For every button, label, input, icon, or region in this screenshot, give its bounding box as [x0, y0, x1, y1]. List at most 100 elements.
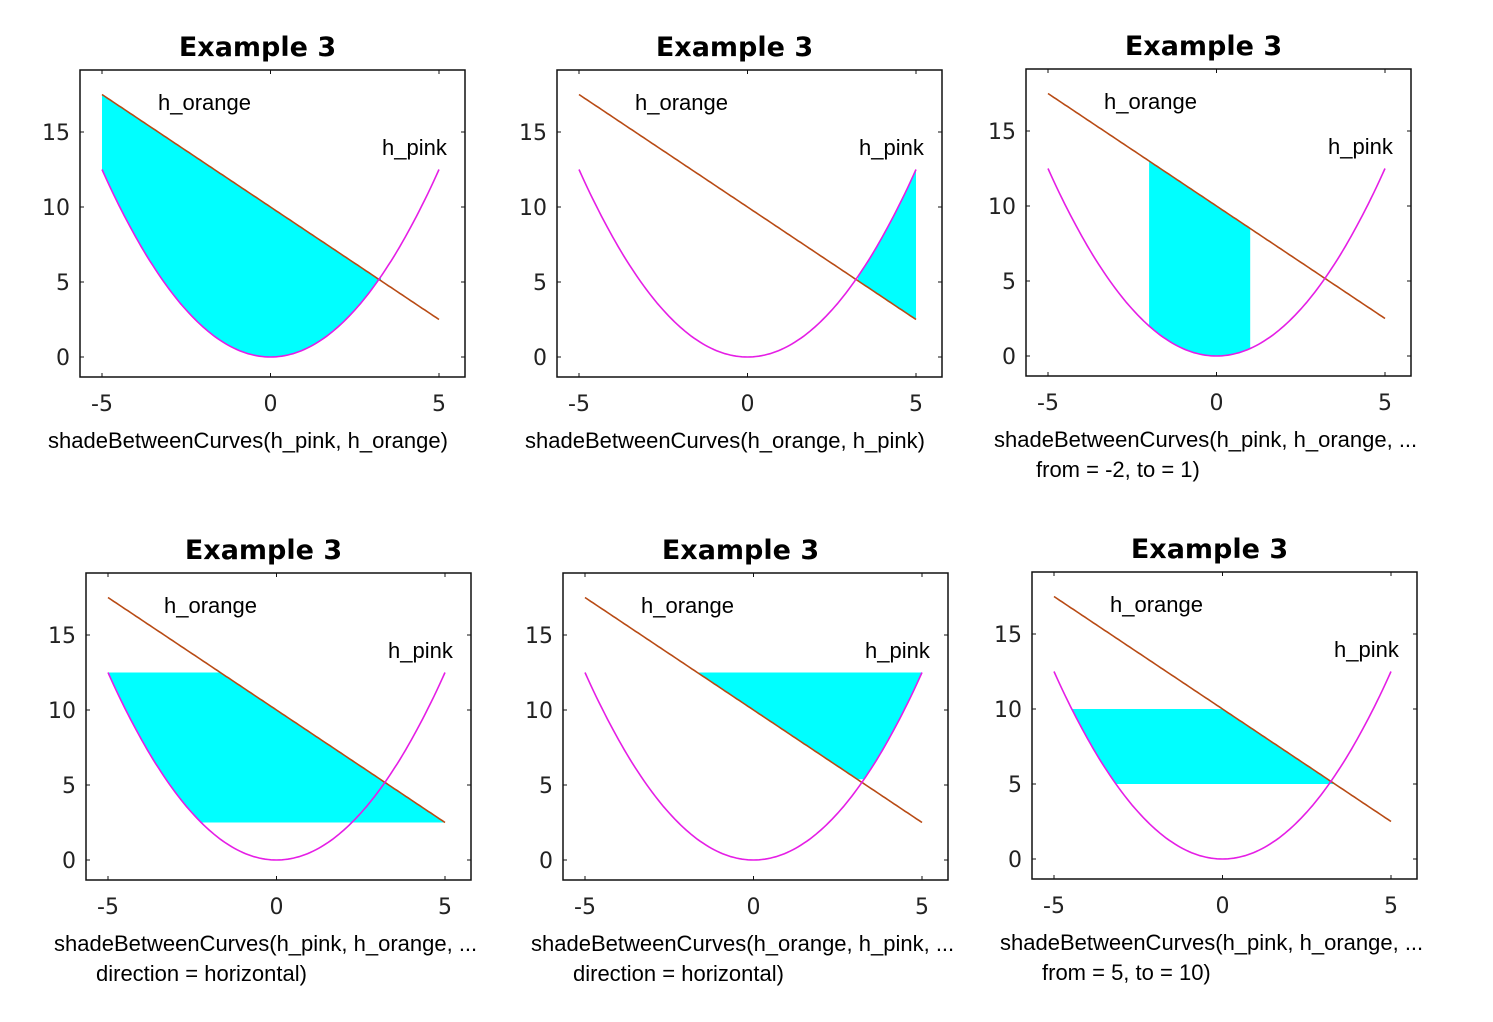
y-tick-label: 15 — [525, 624, 553, 649]
chart-title: Example 3 — [656, 32, 813, 63]
chart-panel-3: h_orange h_pink 0 5 10 15 -5 0 5 Example 3 shadeBe… — [988, 31, 1417, 482]
x-tick-label: 5 — [1384, 894, 1398, 919]
x-tick-label: 5 — [915, 895, 929, 920]
chart-title: Example 3 — [1125, 31, 1282, 62]
curve-label-h-orange: h_orange — [164, 593, 257, 618]
curve-h-orange — [1053, 595, 1392, 823]
chart-caption-line-1: shadeBetweenCurves(h_pink, h_orange, ... — [54, 931, 477, 956]
chart-caption-line-2: direction = horizontal) — [96, 961, 307, 986]
chart-panel-1: h_orange h_pink 0 5 10 15 -5 0 5 Example 3 shadeBe… — [42, 32, 466, 453]
y-tick-label: 10 — [48, 699, 76, 724]
y-tick-label: 10 — [988, 195, 1016, 220]
shaded-region — [102, 94, 381, 357]
plot-frame — [1025, 68, 1412, 377]
x-tick-label: -5 — [91, 392, 113, 417]
chart-caption-line-1: shadeBetweenCurves(h_pink, h_orange, ... — [994, 427, 1417, 452]
y-tick-label: 0 — [1008, 848, 1022, 873]
x-tick-label: -5 — [97, 895, 119, 920]
curve-h-pink — [578, 169, 917, 358]
y-tick-label: 15 — [48, 624, 76, 649]
curve-label-h-pink: h_pink — [1328, 134, 1394, 159]
y-tick-label: 5 — [539, 774, 553, 799]
x-tick-label: 0 — [264, 392, 278, 417]
curve-h-orange — [101, 93, 440, 321]
curve-h-pink — [584, 672, 923, 861]
y-tick-label: 10 — [519, 196, 547, 221]
x-tick-label: 0 — [741, 392, 755, 417]
curve-label-h-pink: h_pink — [865, 638, 931, 663]
chart-caption-line-1: shadeBetweenCurves(h_pink, h_orange) — [48, 428, 448, 453]
y-tick-label: 0 — [539, 849, 553, 874]
y-tick-label: 5 — [56, 271, 70, 296]
curve-label-h-orange: h_orange — [641, 593, 734, 618]
curve-h-orange — [584, 596, 923, 824]
chart-caption-line-1: shadeBetweenCurves(h_orange, h_pink) — [525, 428, 925, 453]
chart-title: Example 3 — [662, 535, 819, 566]
x-tick-label: 5 — [909, 392, 923, 417]
curve-label-h-orange: h_orange — [1104, 89, 1197, 114]
plot-frame — [562, 572, 949, 881]
chart-caption-line-1: shadeBetweenCurves(h_orange, h_pink, ... — [531, 931, 954, 956]
shaded-region — [697, 672, 922, 780]
y-tick-label: 10 — [42, 196, 70, 221]
shaded-region — [1149, 161, 1251, 356]
y-tick-label: 10 — [525, 699, 553, 724]
plot-frame — [79, 69, 466, 378]
y-tick-label: 0 — [56, 346, 70, 371]
x-tick-label: -5 — [568, 392, 590, 417]
chart-panel-4: h_orange h_pink 0 5 10 15 -5 0 5 Example 3 shadeBe… — [48, 535, 477, 986]
chart-caption-line-2: direction = horizontal) — [573, 961, 784, 986]
chart-title: Example 3 — [179, 32, 336, 63]
plot-frame — [556, 69, 943, 378]
y-tick-label: 5 — [1008, 773, 1022, 798]
curve-h-pink — [101, 169, 440, 358]
y-tick-label: 5 — [1002, 270, 1016, 295]
x-tick-label: 0 — [1216, 894, 1230, 919]
x-tick-label: -5 — [1043, 894, 1065, 919]
y-tick-label: 5 — [62, 774, 76, 799]
y-tick-label: 0 — [533, 346, 547, 371]
x-tick-label: 0 — [747, 895, 761, 920]
y-tick-label: 15 — [42, 121, 70, 146]
curve-label-h-pink: h_pink — [382, 135, 448, 160]
chart-title: Example 3 — [185, 535, 342, 566]
curve-label-h-orange: h_orange — [1110, 592, 1203, 617]
chart-panel-6: h_orange h_pink 0 5 10 15 -5 0 5 Example 3 shadeBe… — [994, 534, 1423, 985]
x-tick-label: 0 — [270, 895, 284, 920]
x-tick-label: 5 — [438, 895, 452, 920]
curve-h-pink — [107, 672, 446, 861]
plot-frame — [85, 572, 472, 881]
shaded-region — [1071, 709, 1335, 784]
y-tick-label: 15 — [519, 121, 547, 146]
chart-caption-line-2: from = -2, to = 1) — [1036, 457, 1200, 482]
y-tick-label: 15 — [994, 623, 1022, 648]
curve-label-h-orange: h_orange — [635, 90, 728, 115]
y-tick-label: 10 — [994, 698, 1022, 723]
chart-caption-line-1: shadeBetweenCurves(h_pink, h_orange, ... — [1000, 930, 1423, 955]
y-tick-label: 15 — [988, 120, 1016, 145]
x-tick-label: -5 — [1037, 391, 1059, 416]
curve-h-pink — [1053, 671, 1392, 860]
curve-label-h-pink: h_pink — [388, 638, 454, 663]
y-tick-label: 0 — [62, 849, 76, 874]
curve-label-h-pink: h_pink — [1334, 637, 1400, 662]
curve-h-orange — [1047, 92, 1386, 320]
chart-panel-5: h_orange h_pink 0 5 10 15 -5 0 5 Example 3 shadeBe… — [525, 535, 954, 986]
chart-title: Example 3 — [1131, 534, 1288, 565]
shaded-region — [858, 169, 916, 320]
x-tick-label: 5 — [1378, 391, 1392, 416]
plot-frame — [1031, 571, 1418, 880]
curve-h-pink — [1047, 168, 1386, 357]
shaded-region — [108, 672, 445, 823]
x-tick-label: 5 — [432, 392, 446, 417]
curve-label-h-pink: h_pink — [859, 135, 925, 160]
curve-label-h-orange: h_orange — [158, 90, 251, 115]
curve-h-orange — [578, 93, 917, 321]
chart-caption-line-2: from = 5, to = 10) — [1042, 960, 1211, 985]
curve-h-orange — [107, 596, 446, 824]
x-tick-label: 0 — [1210, 391, 1224, 416]
y-tick-label: 5 — [533, 271, 547, 296]
y-tick-label: 0 — [1002, 345, 1016, 370]
chart-panel-2: h_orange h_pink 0 5 10 15 -5 0 5 Example 3 shadeBe… — [519, 32, 943, 453]
